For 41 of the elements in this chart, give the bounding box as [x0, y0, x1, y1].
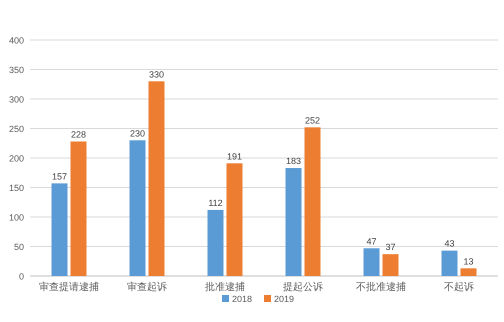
- bar: [70, 141, 86, 276]
- x-tick-label: 提起公诉: [283, 281, 323, 293]
- data-label: 13: [463, 256, 474, 266]
- data-label: 191: [226, 151, 242, 162]
- bar: [208, 210, 224, 276]
- x-tick-label: 不批准逮捕: [356, 281, 406, 293]
- bar: [130, 140, 146, 276]
- bar: [148, 81, 164, 276]
- y-tick-label: 350: [8, 65, 24, 75]
- data-label: 47: [366, 236, 377, 246]
- y-tick-label: 0: [18, 272, 24, 282]
- data-label: 330: [148, 69, 164, 80]
- x-tick-label: 不起诉: [444, 281, 474, 293]
- data-label: 228: [70, 129, 86, 140]
- y-tick-label: 200: [8, 154, 24, 164]
- data-label: 252: [304, 115, 320, 126]
- y-tick-label: 150: [8, 183, 24, 193]
- bar: [442, 250, 458, 276]
- x-tick-label: 审查提请逮捕: [39, 281, 99, 293]
- x-tick-label: 审查起诉: [127, 281, 167, 293]
- data-label: 183: [286, 156, 302, 166]
- x-tick-label: 批准逮捕: [205, 281, 245, 293]
- y-tick-label: 50: [14, 242, 24, 252]
- data-label: 37: [385, 242, 396, 252]
- data-label: 43: [444, 238, 455, 249]
- bar: [304, 127, 320, 276]
- bar: [286, 168, 302, 276]
- legend-label: 2018: [232, 294, 252, 304]
- bar: [382, 254, 398, 276]
- y-tick-label: 100: [8, 212, 24, 222]
- y-tick-label: 400: [8, 36, 24, 46]
- bar: [460, 268, 476, 276]
- y-tick-label: 300: [8, 94, 24, 104]
- bar: [52, 183, 68, 276]
- bar: [226, 163, 242, 276]
- data-label: 230: [130, 128, 146, 138]
- data-label: 157: [52, 171, 68, 182]
- y-tick-label: 250: [8, 124, 24, 134]
- legend-label: 2019: [274, 294, 294, 304]
- bar: [364, 248, 380, 276]
- data-label: 112: [208, 198, 223, 208]
